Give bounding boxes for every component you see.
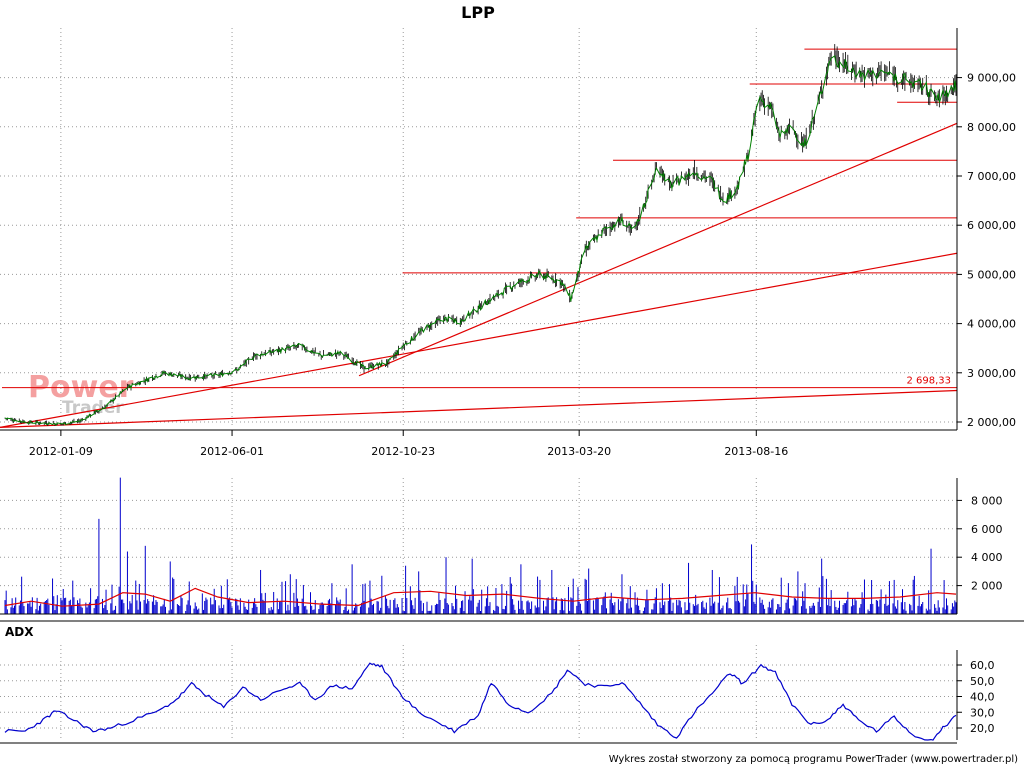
price-panel: Power Trader 2 698,33 2 000,003 000,004 …: [0, 3, 1016, 458]
y-tick-label: 6 000,00: [967, 219, 1016, 232]
x-tick-label: 2013-08-16: [724, 445, 788, 458]
y-tick-label: 7 000,00: [967, 170, 1016, 183]
y-tick-label: 9 000,00: [967, 72, 1016, 85]
level-value-label: 2 698,33: [906, 376, 951, 387]
y-tick-label: 2 000,00: [967, 416, 1016, 429]
y-tick-label: 4 000: [971, 551, 1003, 564]
price-close-line: [4, 55, 957, 426]
adx-line: [4, 662, 957, 741]
adx-title: ADX: [5, 625, 34, 639]
y-tick-label: 8 000,00: [967, 121, 1016, 134]
y-tick-label: 6 000: [971, 523, 1003, 536]
x-tick-label: 2013-03-20: [547, 445, 611, 458]
volume-moving-average: [4, 587, 957, 607]
chart-title: LPP: [461, 3, 495, 22]
y-tick-label: 3 000,00: [967, 367, 1016, 380]
trend-line: [0, 389, 958, 429]
volume-panel: 2 000 4 000 6 000 8 000: [0, 477, 1003, 615]
x-tick-label: 2012-06-01: [200, 445, 264, 458]
y-tick-label: 2 000: [971, 580, 1003, 593]
x-tick-label: 2012-01-09: [29, 445, 93, 458]
trend-line: [0, 252, 958, 429]
y-tick-label: 30,0: [970, 706, 995, 719]
y-tick-label: 40,0: [970, 691, 995, 704]
y-tick-label: 20,0: [970, 722, 995, 735]
y-tick-label: 4 000,00: [967, 318, 1016, 331]
trend-line: [358, 122, 958, 377]
y-tick-label: 50,0: [970, 675, 995, 688]
y-tick-label: 60,0: [970, 659, 995, 672]
y-tick-label: 5 000,00: [967, 268, 1016, 281]
x-tick-label: 2012-10-23: [371, 445, 435, 458]
y-tick-label: 8 000: [971, 494, 1003, 507]
adx-panel: 20,0 30,0 40,0 50,0 60,0 ADX: [0, 620, 1024, 744]
footer-credit: Wykres został stworzony za pomocą progra…: [609, 754, 1018, 765]
